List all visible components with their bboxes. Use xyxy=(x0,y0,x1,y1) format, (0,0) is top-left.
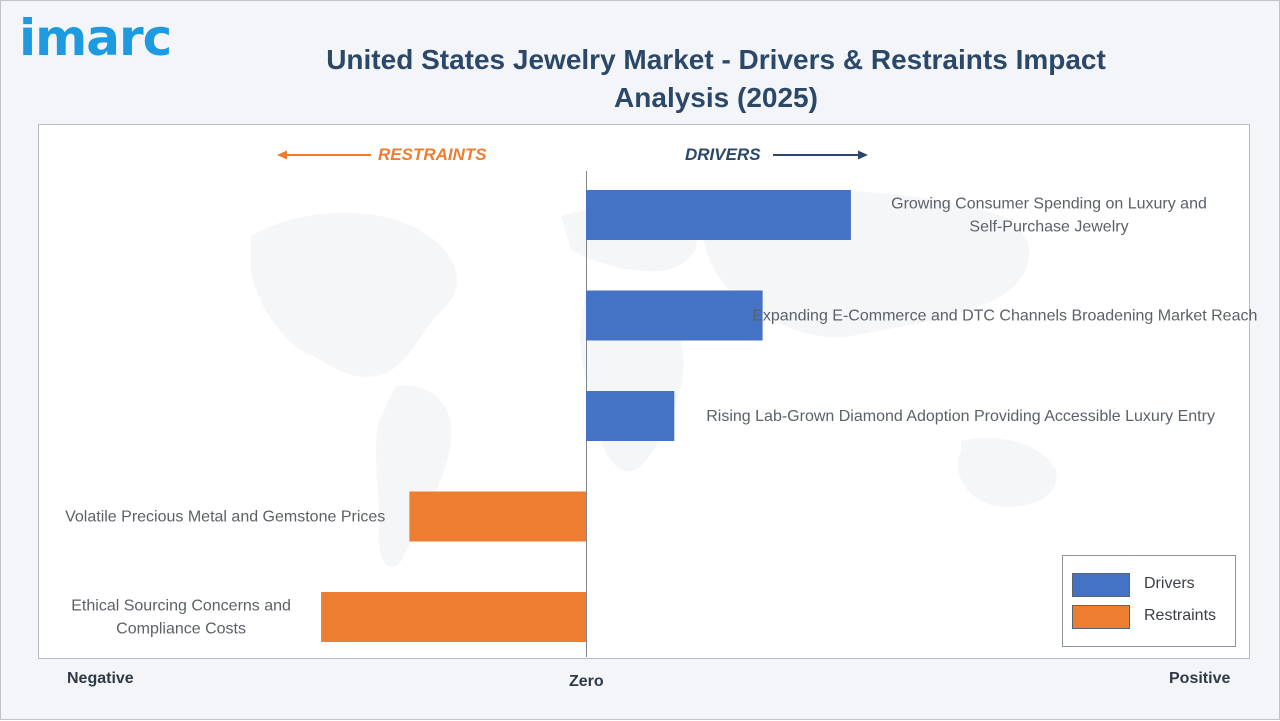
chart-legend: Drivers Restraints xyxy=(1062,555,1236,647)
bar-1 xyxy=(586,190,851,240)
bar-4 xyxy=(409,491,586,542)
legend-swatch-drivers xyxy=(1072,573,1130,597)
axis-label-positive: Positive xyxy=(1169,670,1231,687)
drivers-heading: DRIVERS xyxy=(685,145,761,164)
bar-5 xyxy=(321,592,586,642)
bar-label-2: Expanding E-Commerce and DTC Channels Br… xyxy=(752,308,1257,325)
chart-title: United States Jewelry Market - Drivers &… xyxy=(326,44,1106,113)
axis-label-zero: Zero xyxy=(569,673,604,690)
bar-label-5: Ethical Sourcing Concerns and Compliance … xyxy=(71,598,291,638)
axis-label-negative: Negative xyxy=(67,670,134,687)
restraints-heading: RESTRAINTS xyxy=(378,145,487,164)
bar-label-4: Volatile Precious Metal and Gemstone Pri… xyxy=(65,509,385,526)
bar-label-1: Growing Consumer Spending on Luxury and S… xyxy=(891,196,1207,236)
restraints-arrow xyxy=(277,150,371,160)
legend-label-drivers: Drivers xyxy=(1144,575,1195,592)
legend-swatch-restraints xyxy=(1072,605,1130,629)
imarc-logo: imarc xyxy=(19,9,172,67)
bar-label-3: Rising Lab-Grown Diamond Adoption Provid… xyxy=(706,408,1215,425)
drivers-arrow xyxy=(773,150,868,160)
bar-3 xyxy=(586,391,675,441)
bar-2 xyxy=(586,290,763,341)
legend-label-restraints: Restraints xyxy=(1144,607,1217,624)
